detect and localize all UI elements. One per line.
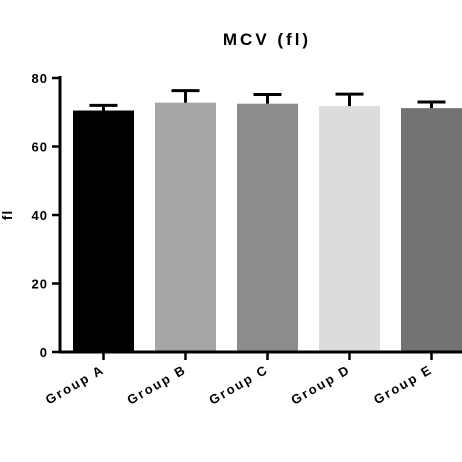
- x-tick-label: Group A: [43, 362, 107, 408]
- x-tick-label: Group E: [371, 362, 435, 408]
- bar-group-d: [319, 106, 380, 353]
- bar-group-b: [155, 102, 216, 352]
- bars-layer: [73, 102, 462, 353]
- x-tick-label: Group C: [206, 362, 271, 408]
- y-tick-label: 20: [32, 277, 48, 292]
- y-axis-label: fl: [0, 210, 15, 221]
- error-bars-layer: [89, 89, 446, 111]
- y-tick-label: 80: [32, 71, 48, 86]
- x-tick-label: Group B: [124, 362, 189, 408]
- error-bar-group-d: [335, 92, 364, 107]
- chart-title: MCV (fl): [223, 30, 311, 49]
- error-bar-group-b: [171, 89, 200, 103]
- error-bar-group-c: [253, 92, 282, 104]
- error-bar-group-e: [417, 100, 446, 109]
- y-tick-label: 40: [32, 208, 48, 223]
- y-ticks-layer: 0 20 40 60 80: [32, 71, 60, 360]
- y-tick-label: 60: [32, 140, 48, 155]
- bar-group-a: [73, 110, 134, 352]
- error-bar-group-a: [89, 103, 118, 111]
- x-tick-label: Group D: [288, 362, 353, 408]
- y-tick-label: 0: [40, 345, 48, 360]
- bar-group-c: [237, 103, 298, 352]
- bar-group-e: [401, 108, 462, 352]
- x-ticks-layer: Group A Group B Group C Group D Group E: [43, 352, 435, 408]
